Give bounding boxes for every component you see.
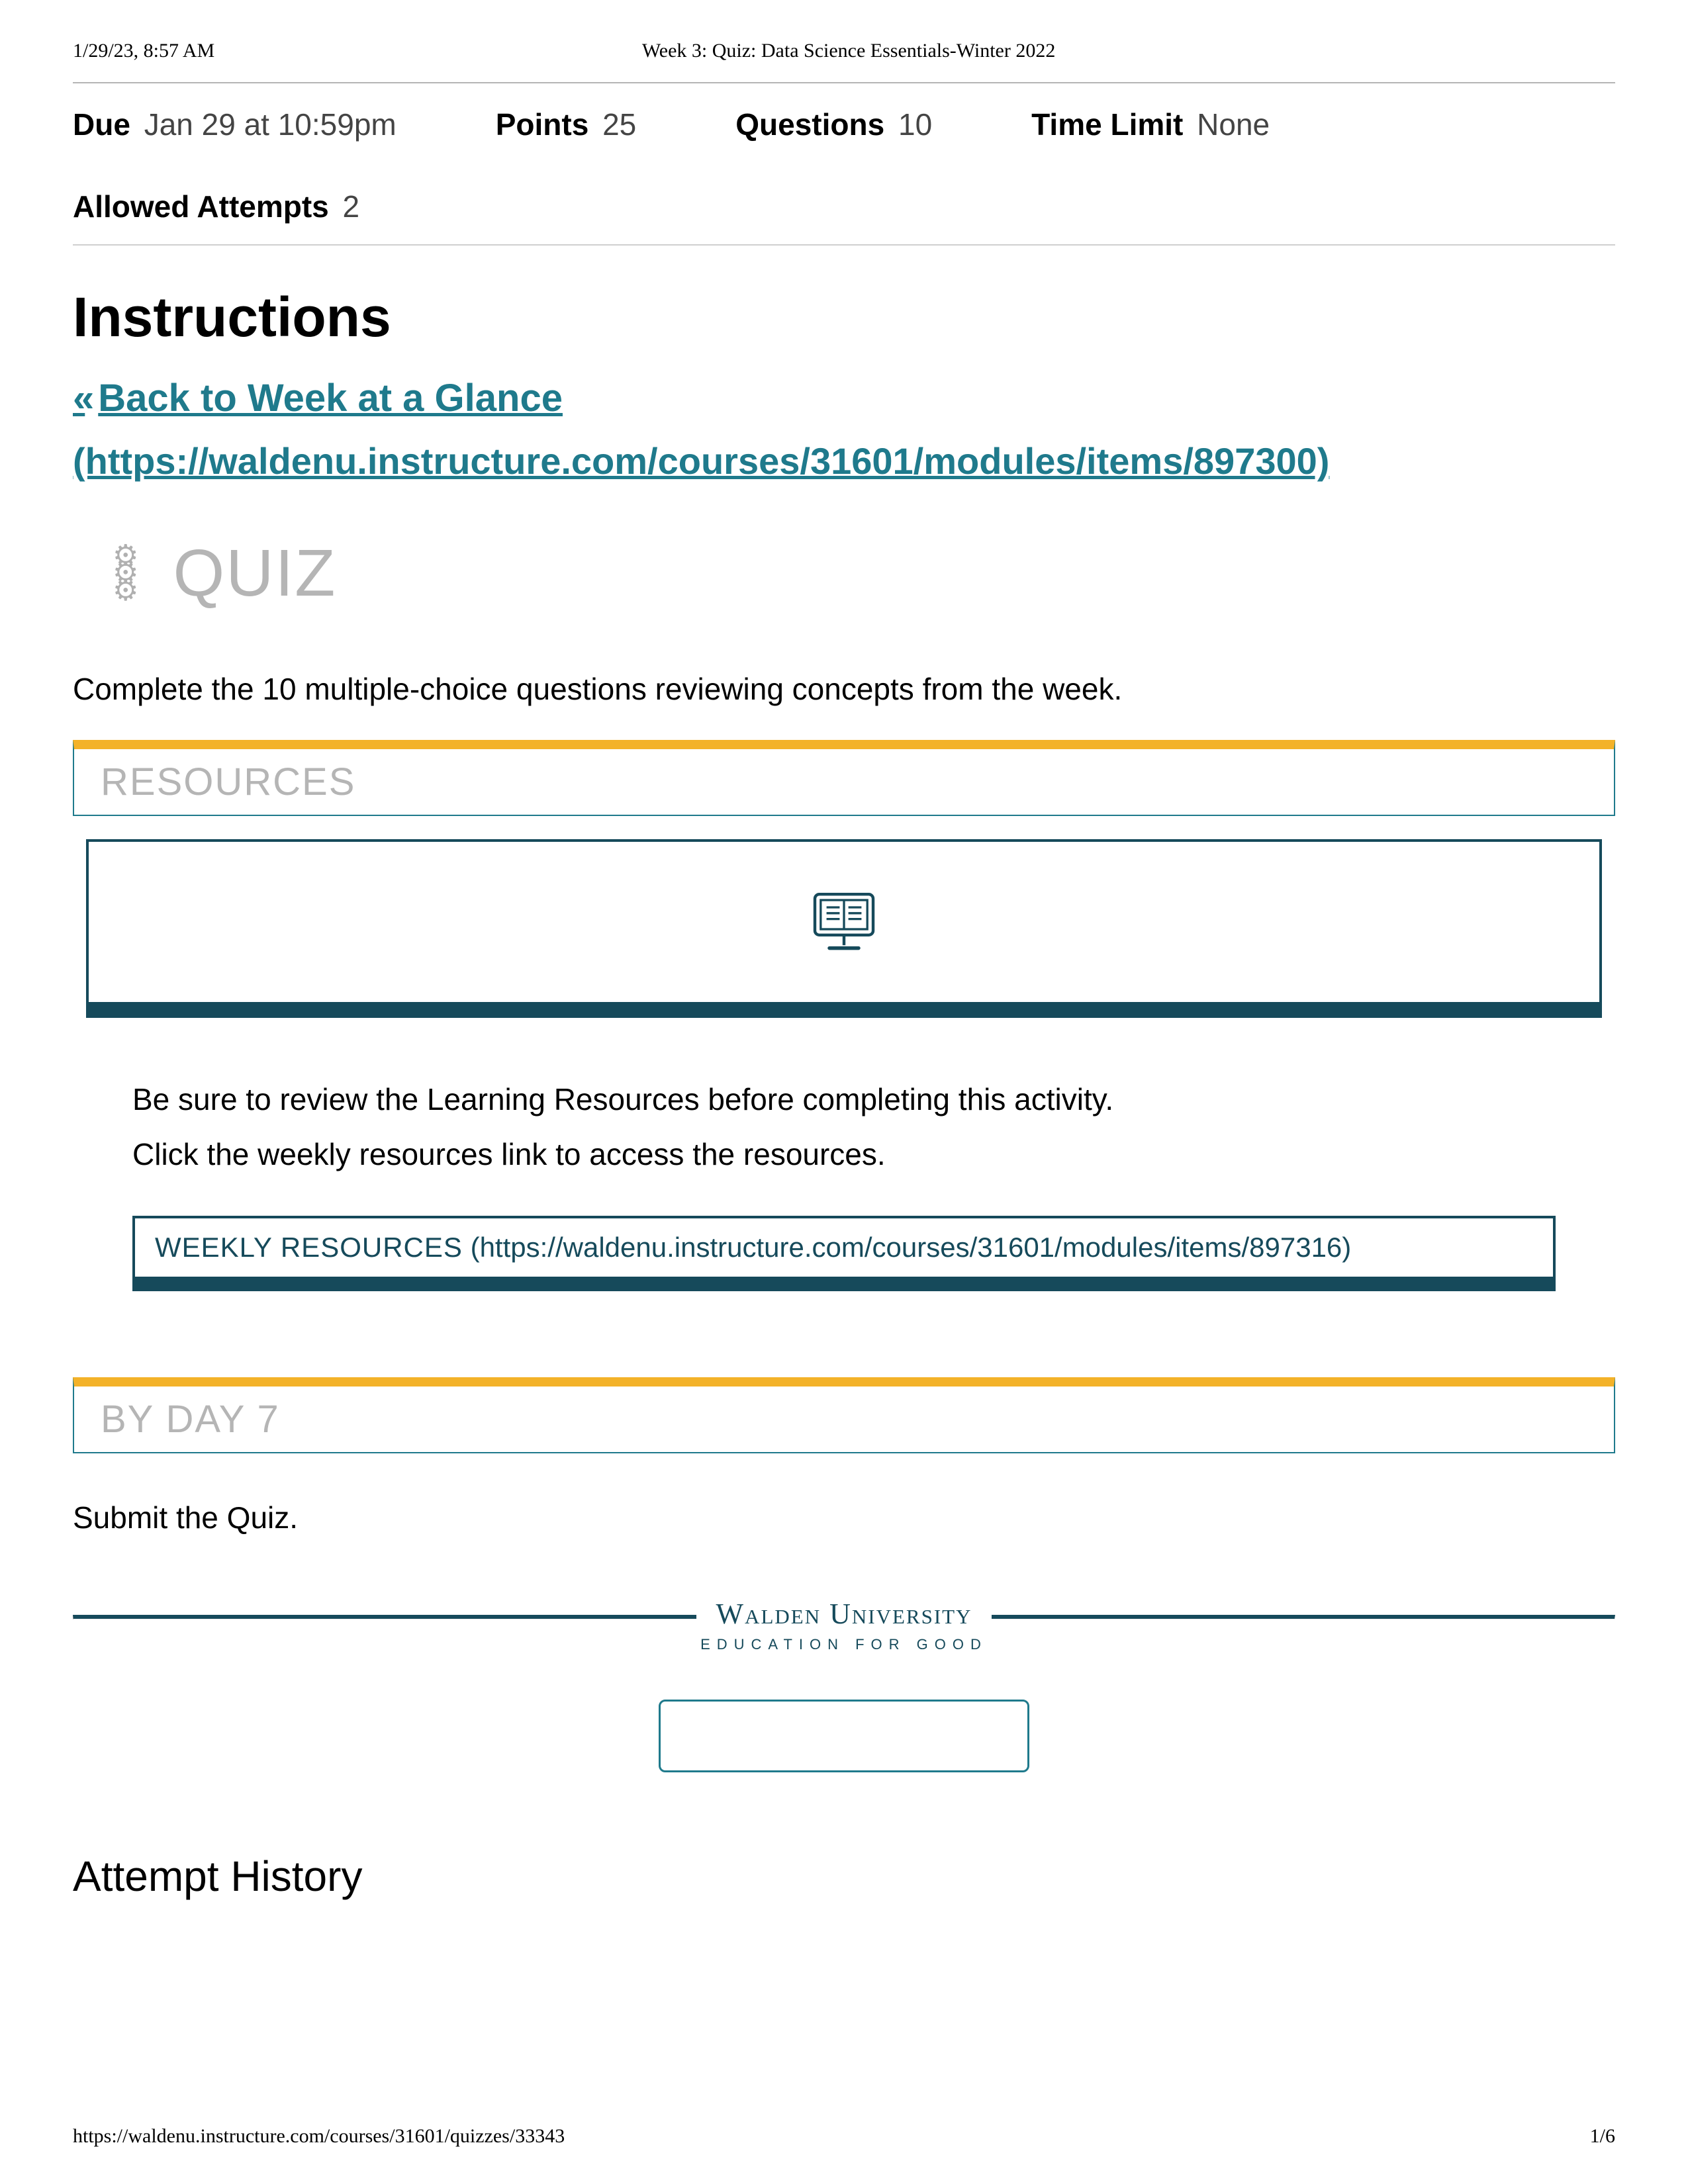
divider <box>73 82 1615 83</box>
submit-text: Submit the Quiz. <box>73 1500 1615 1535</box>
byday-label: BY DAY 7 <box>101 1397 1587 1441</box>
quiz-settings-icon: ⚙⚙⚙ <box>113 547 140 600</box>
meta-timelimit: Time Limit None <box>1031 107 1270 142</box>
take-quiz-button[interactable] <box>659 1700 1029 1772</box>
meta-points-label: Points <box>496 107 589 142</box>
meta-questions-label: Questions <box>735 107 884 142</box>
resources-label: RESOURCES <box>101 760 1587 804</box>
print-timestamp: 1/29/23, 8:57 AM <box>73 40 214 62</box>
university-divider: Walden University EDUCATION FOR GOOD <box>73 1615 1615 1653</box>
back-link[interactable]: « Back to Week at a Glance <box>73 369 1615 427</box>
weekly-resources-url: (https://waldenu.instructure.com/courses… <box>471 1232 1352 1263</box>
quiz-heading-row: ⚙⚙⚙ QUIZ <box>113 535 1615 612</box>
print-header: 1/29/23, 8:57 AM Week 3: Quiz: Data Scie… <box>73 40 1615 62</box>
back-link-url[interactable]: (https://waldenu.instructure.com/courses… <box>73 433 1615 489</box>
meta-attempts-value: 2 <box>343 189 360 224</box>
meta-due-value: Jan 29 at 10:59pm <box>144 107 397 142</box>
attempt-history-heading: Attempt History <box>73 1852 1615 1901</box>
meta-questions: Questions 10 <box>735 107 932 142</box>
meta-due: Due Jan 29 at 10:59pm <box>73 107 397 142</box>
resources-section-header: RESOURCES <box>73 740 1615 816</box>
instructions-heading: Instructions <box>73 285 1615 349</box>
divider <box>73 244 1615 246</box>
footer-url: https://waldenu.instructure.com/courses/… <box>73 2125 565 2148</box>
weekly-resources-label: WEEKLY RESOURCES <box>155 1232 463 1263</box>
university-name: Walden University <box>696 1597 992 1631</box>
resource-line1: Be sure to review the Learning Resources… <box>132 1077 1615 1122</box>
meta-questions-value: 10 <box>898 107 932 142</box>
resource-card <box>86 839 1602 1018</box>
intro-text: Complete the 10 multiple-choice question… <box>73 671 1615 707</box>
back-link-text: Back to Week at a Glance <box>98 377 563 420</box>
meta-due-label: Due <box>73 107 130 142</box>
print-footer: https://waldenu.instructure.com/courses/… <box>73 2125 1615 2148</box>
resource-instructions: Be sure to review the Learning Resources… <box>132 1077 1615 1176</box>
footer-page: 1/6 <box>1590 2125 1615 2148</box>
meta-attempts-label: Allowed Attempts <box>73 189 329 224</box>
meta-points-value: 25 <box>602 107 636 142</box>
university-tagline: EDUCATION FOR GOOD <box>73 1636 1615 1653</box>
quiz-meta: Due Jan 29 at 10:59pm Points 25 Question… <box>73 100 1615 244</box>
meta-timelimit-label: Time Limit <box>1031 107 1183 142</box>
byday-section-header: BY DAY 7 <box>73 1377 1615 1453</box>
weekly-resources-button[interactable]: WEEKLY RESOURCES (https://waldenu.instru… <box>132 1216 1556 1291</box>
meta-points: Points 25 <box>496 107 637 142</box>
print-title: Week 3: Quiz: Data Science Essentials-Wi… <box>214 40 1483 62</box>
quiz-title: QUIZ <box>173 535 336 612</box>
meta-timelimit-value: None <box>1197 107 1270 142</box>
monitor-book-icon <box>808 886 880 958</box>
meta-attempts: Allowed Attempts 2 <box>73 189 1615 224</box>
resource-line2: Click the weekly resources link to acces… <box>132 1132 1615 1177</box>
chevron-left-double-icon: « <box>73 377 85 420</box>
